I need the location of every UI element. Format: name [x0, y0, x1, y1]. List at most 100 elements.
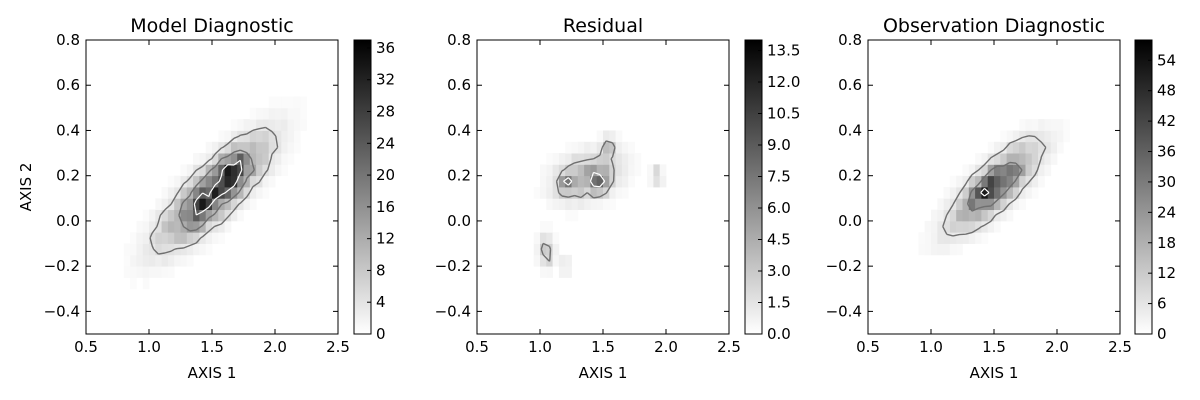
heatmap-cell	[123, 254, 131, 267]
heatmap-cell	[212, 198, 219, 211]
heatmap-cell	[540, 164, 547, 177]
heatmap-cell	[571, 153, 579, 165]
heatmap-cell	[533, 243, 541, 256]
heatmap-cell	[300, 119, 307, 131]
heatmap-cell	[621, 153, 629, 165]
heatmap-cell	[1044, 119, 1052, 131]
colorbar-tick-label: 12.0	[767, 73, 800, 91]
heatmap-cell	[577, 175, 585, 188]
heatmap-cell	[193, 220, 200, 233]
heatmap-cell	[237, 198, 244, 211]
x-tick-label: 2.5	[1108, 338, 1132, 356]
heatmap-cell	[180, 187, 188, 199]
heatmap-cell	[1000, 164, 1007, 177]
heatmap-cell	[149, 209, 156, 222]
heatmap-cell	[975, 209, 982, 222]
heatmap-cell	[634, 164, 642, 177]
heatmap-cell	[603, 164, 610, 177]
heatmap-cell	[243, 198, 251, 211]
heatmap-cell	[180, 254, 188, 267]
heatmap-cell	[243, 187, 251, 199]
heatmap-cell	[180, 232, 188, 244]
heatmap-cell	[1044, 153, 1052, 165]
heatmap-cell	[237, 141, 244, 154]
heatmap-cell	[230, 187, 238, 199]
heatmap-cell	[962, 187, 970, 199]
heatmap-cell	[647, 164, 654, 177]
heatmap-cell	[1006, 187, 1014, 199]
heatmap-cell	[584, 164, 591, 177]
heatmap-cell	[987, 187, 995, 199]
heatmap-cell	[546, 232, 553, 244]
heatmap-cell	[615, 141, 623, 154]
heatmap-cell	[956, 198, 963, 211]
heatmap-cell	[546, 175, 553, 188]
heatmap-cell	[975, 220, 982, 233]
heatmap-cell	[243, 175, 251, 188]
heatmap-cell	[281, 164, 288, 177]
heatmap-cell	[180, 243, 188, 256]
heatmap-cell	[1000, 130, 1007, 143]
heatmap-cell	[199, 232, 207, 244]
x-axis: 0.5 1.0 1.5 2.0 2.5	[74, 40, 350, 356]
heatmap-cell	[256, 107, 263, 120]
heatmap-cell	[199, 209, 207, 222]
heatmap-cell	[584, 198, 591, 211]
heatmap-cell	[546, 243, 553, 256]
heatmap-cell	[647, 175, 654, 188]
heatmap-cell	[161, 220, 169, 233]
heatmap-cell	[167, 232, 175, 244]
heatmap-cell	[212, 209, 219, 222]
heatmap-cell	[230, 164, 238, 177]
heatmap-cell	[571, 187, 579, 199]
heatmap-cell	[155, 220, 162, 233]
x-tick-label: 2.5	[326, 338, 350, 356]
colorbar-frame	[744, 39, 763, 335]
heatmap-cell	[571, 198, 579, 211]
heatmap-cell	[199, 243, 207, 256]
x-axis-label: AXIS 1	[579, 364, 628, 382]
heatmap-cell	[161, 254, 169, 267]
colorbar: 0 4 8 12 16 20 24 28 32 36	[353, 39, 395, 343]
heatmap-cell	[186, 198, 194, 211]
y-tick-label: −0.4	[435, 302, 471, 320]
heatmap-cell	[975, 175, 982, 188]
heatmap-cell	[949, 232, 957, 244]
heatmap-cell	[199, 220, 207, 233]
colorbar-tick-label: 0	[376, 325, 386, 343]
y-tick-label: 0.4	[838, 121, 862, 139]
heatmap-cell	[943, 187, 951, 199]
heatmap-cell	[994, 220, 1001, 233]
heatmap-cell	[565, 153, 572, 165]
heatmap-cell	[230, 198, 238, 211]
heatmap-cell	[155, 232, 162, 244]
heatmap-cell	[205, 164, 213, 177]
heatmap-cell	[937, 220, 944, 233]
y-axis: −0.4 −0.2 0.0 0.2 0.4 0.6 0.8	[826, 31, 1120, 320]
heatmap-cell	[609, 130, 616, 143]
heatmap-cell	[1031, 153, 1039, 165]
heatmap-cell	[287, 153, 295, 165]
heatmap-cell	[161, 243, 169, 256]
heatmap-cell	[174, 198, 181, 211]
colorbar-tick-label: 24	[1157, 203, 1176, 221]
heatmap-cell	[287, 107, 295, 120]
heatmap-cell	[1025, 164, 1033, 177]
x-tick-label: 0.5	[465, 338, 489, 356]
heatmap-cell	[962, 232, 970, 244]
heatmap-cell	[603, 153, 610, 165]
heatmap-cell	[155, 209, 162, 222]
heatmap-cell	[136, 232, 144, 244]
heatmap-cell	[1025, 187, 1033, 199]
heatmap-cell	[653, 175, 661, 188]
heatmap-cell	[943, 198, 951, 211]
heatmap-cell	[962, 209, 970, 222]
heatmap-cell	[142, 254, 150, 267]
heatmap-cell	[224, 130, 232, 143]
heatmap-cell	[1031, 164, 1039, 177]
x-tick-label: 2.5	[717, 338, 741, 356]
heatmap-cell	[174, 232, 181, 244]
heatmap-cell	[243, 119, 251, 131]
heatmap-cell	[1006, 153, 1014, 165]
heatmap-cell	[1019, 164, 1026, 177]
